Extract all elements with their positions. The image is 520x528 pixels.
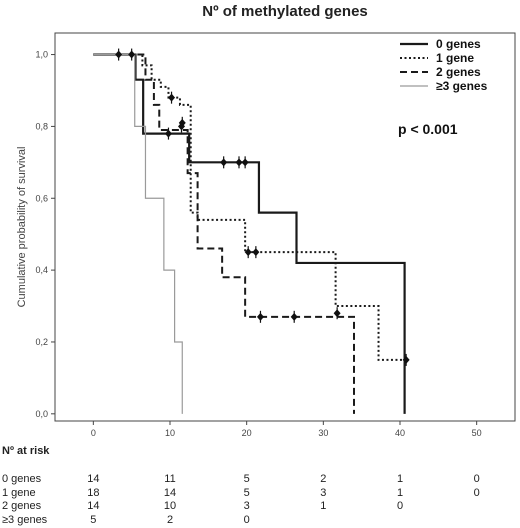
at-risk-count: 10	[163, 500, 177, 512]
survival-curve-series-3	[93, 53, 183, 414]
legend-label: 1 gene	[436, 51, 474, 65]
at-risk-row: ≥3 genes 5 2 0	[0, 514, 520, 528]
chart-title: Nº of methylated genes	[202, 3, 368, 20]
at-risk-row-label: 1 gene	[2, 486, 36, 499]
legend-label: ≥3 genes	[436, 79, 488, 93]
legend-label: 0 genes	[436, 37, 481, 51]
at-risk-count: 0	[243, 513, 250, 526]
at-risk-row-label: ≥3 genes	[2, 513, 48, 526]
p-value-annotation: p < 0.001	[398, 121, 458, 137]
at-risk-row: 0 genes 14 11 5 2 1 0	[0, 473, 520, 487]
at-risk-count: 5	[243, 486, 250, 499]
at-risk-count: 1	[396, 486, 404, 499]
survival-curve-series-0	[93, 53, 406, 414]
y-tick-label: 0,6	[35, 193, 48, 203]
at-risk-count: 5	[243, 473, 250, 485]
survival-chart: Nº of methylated genes 0 10 20 30 40 50 0,0 0,2…	[16, 3, 516, 438]
at-risk-row-label: 2 genes	[2, 500, 42, 512]
at-risk-count: 2	[320, 473, 327, 485]
legend-label: 2 genes	[436, 65, 481, 79]
at-risk-count: 0	[473, 473, 480, 485]
at-risk-row-label: 0 genes	[2, 473, 42, 485]
at-risk-title: Nº at risk	[2, 445, 50, 457]
at-risk-count: 1	[320, 500, 327, 512]
y-tick-label: 0,0	[35, 409, 48, 419]
at-risk-count: 0	[473, 486, 480, 499]
y-tick-label: 0,8	[35, 121, 48, 131]
at-risk-row: 2 genes 14 10 3 1 0	[0, 500, 520, 514]
at-risk-count: 14	[87, 500, 100, 512]
y-axis-label: Cumulative probability of survival	[16, 147, 28, 308]
x-tick-label: 20	[242, 428, 252, 438]
y-tick-label: 1,0	[35, 50, 48, 60]
at-risk-count: 14	[163, 486, 177, 499]
at-risk-row: 1 gene 18 14 5 3 1 0	[0, 487, 520, 501]
x-tick-label: 50	[472, 428, 482, 438]
at-risk-count: 11	[164, 473, 176, 485]
at-risk-count: 18	[87, 486, 100, 499]
plot-area	[54, 32, 516, 422]
y-tick-label: 0,4	[35, 265, 48, 275]
survival-curve-series-2	[93, 53, 355, 414]
at-risk-count: 2	[166, 513, 174, 526]
x-tick-label: 10	[165, 428, 175, 438]
at-risk-count: 3	[243, 500, 250, 512]
at-risk-count: 0	[396, 500, 404, 512]
at-risk-count: 3	[320, 486, 327, 499]
at-risk-count: 5	[90, 513, 97, 526]
survival-curve-series-1	[93, 53, 405, 361]
x-tick-label: 0	[91, 428, 96, 438]
at-risk-count: 1	[396, 473, 404, 485]
x-tick-label: 30	[318, 428, 328, 438]
at-risk-count: 14	[87, 473, 100, 485]
x-tick-label: 40	[395, 428, 405, 438]
y-tick-label: 0,2	[35, 337, 48, 347]
